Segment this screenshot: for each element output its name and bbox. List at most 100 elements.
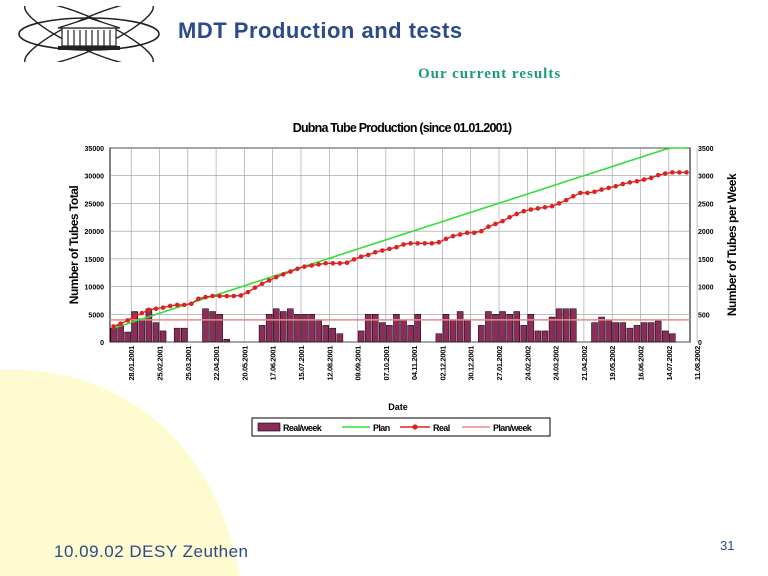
real-total-point: [118, 321, 123, 327]
real-total-point: [493, 221, 498, 227]
real-total-point: [288, 269, 293, 274]
real-total-point: [507, 214, 512, 220]
x-tick-label: 16.06.2002: [636, 346, 645, 381]
bar-real-week: [336, 333, 344, 343]
bar-real-week: [110, 327, 117, 343]
plot-area: [109, 147, 691, 343]
x-tick-label: 30.12.2001: [467, 346, 476, 381]
real-total-point: [153, 306, 159, 312]
x-tick-label: 02.12.2001: [438, 346, 447, 381]
bar-real-week: [379, 322, 386, 343]
real-total-point: [670, 170, 675, 175]
real-total-point: [578, 190, 583, 196]
x-tick-label: 09.09.2001: [354, 346, 363, 381]
real-total-line: [113, 171, 687, 328]
legend-marker-real: [412, 424, 418, 430]
bar-real-week: [258, 325, 266, 343]
x-tick-label: 15.07.2001: [297, 346, 306, 381]
real-total-point: [323, 260, 329, 266]
x-tick-label: 12.08.2001: [325, 346, 334, 381]
legend-label-real-week: Real/week: [283, 423, 323, 433]
real-total-point: [189, 301, 194, 307]
bar-real-week: [541, 330, 549, 343]
real-total-point: [563, 197, 569, 203]
real-total-point: [394, 244, 399, 250]
bar-real-week: [463, 319, 471, 343]
data-lines: [110, 147, 690, 329]
real-total-point: [125, 318, 130, 323]
bar-real-week: [633, 325, 641, 343]
legend: Real/week Plan Real Plan/week: [251, 417, 551, 437]
real-total-point: [415, 241, 420, 246]
bar-real-week: [117, 325, 124, 343]
x-axis-label: Date: [388, 402, 408, 412]
real-total-point: [259, 281, 265, 287]
chart-title: Dubna Tube Production (since 01.01.2001): [293, 121, 512, 135]
left-tick-label: 25000: [85, 201, 105, 208]
x-axis: 28.01.2001 25.02.2001 25.03.2001 22.04.2001…: [127, 346, 702, 381]
real-total-point: [677, 170, 682, 175]
bar-real-week: [449, 319, 457, 343]
bar-real-week: [570, 308, 577, 343]
real-total-point: [408, 241, 413, 246]
real-total-point: [372, 249, 378, 255]
bar-real-week: [280, 311, 287, 343]
bar-real-week: [202, 308, 209, 343]
real-total-point: [351, 257, 357, 262]
bar-real-week: [265, 314, 273, 343]
bar-real-week: [138, 318, 146, 343]
real-total-point: [203, 294, 208, 300]
real-total-point: [252, 285, 258, 290]
real-total-point: [302, 264, 307, 269]
real-total-point: [344, 260, 350, 266]
bar-real-week: [619, 322, 627, 343]
bar-real-week: [654, 320, 662, 343]
real-total-point: [464, 230, 470, 236]
right-tick-label: 2000: [698, 229, 714, 236]
x-tick-label: 07.10.2001: [382, 346, 391, 381]
real-total-point: [309, 263, 314, 268]
real-total-point: [380, 248, 385, 253]
legend-label-real: Real: [433, 423, 450, 433]
real-total-point: [592, 189, 597, 195]
bar-real-week: [598, 316, 605, 343]
right-tick-label: 3500: [698, 146, 714, 153]
bar-real-week: [513, 311, 520, 343]
real-total-point: [521, 208, 527, 214]
real-total-point: [684, 170, 689, 175]
real-total-point: [174, 302, 180, 308]
right-tick-label: 3000: [698, 174, 714, 181]
x-tick-label: 28.01.2001: [127, 346, 136, 381]
bar-real-week: [322, 325, 329, 343]
bar-real-week: [209, 311, 216, 343]
bar-real-week: [223, 338, 230, 343]
real-total-point: [111, 324, 116, 329]
bar-real-week: [442, 314, 450, 343]
x-tick-label: 14.07.2002: [665, 346, 674, 381]
bar-real-week: [534, 330, 542, 343]
bar-real-week: [456, 311, 464, 343]
bar-real-week: [407, 325, 414, 343]
bar-real-week: [562, 308, 570, 343]
real-total-point: [273, 274, 279, 280]
real-total-point: [196, 296, 201, 302]
x-tick-label: 25.03.2001: [184, 346, 193, 381]
real-total-point: [280, 272, 286, 277]
real-total-point: [266, 278, 272, 283]
bar-real-week: [520, 325, 528, 343]
bar-real-week: [386, 325, 393, 343]
x-tick-label: 25.02.2001: [156, 346, 165, 381]
right-tick-label: 2500: [698, 201, 714, 208]
real-total-point: [535, 206, 541, 211]
x-tick-label: 17.06.2001: [269, 346, 278, 381]
real-total-point: [486, 224, 491, 230]
bar-real-week: [555, 308, 563, 343]
real-total-point: [401, 242, 406, 247]
bar-real-week: [527, 314, 535, 343]
bar-real-week: [647, 322, 655, 343]
real-total-point: [662, 171, 668, 176]
bar-real-week: [393, 314, 400, 343]
real-total-point: [422, 241, 428, 246]
